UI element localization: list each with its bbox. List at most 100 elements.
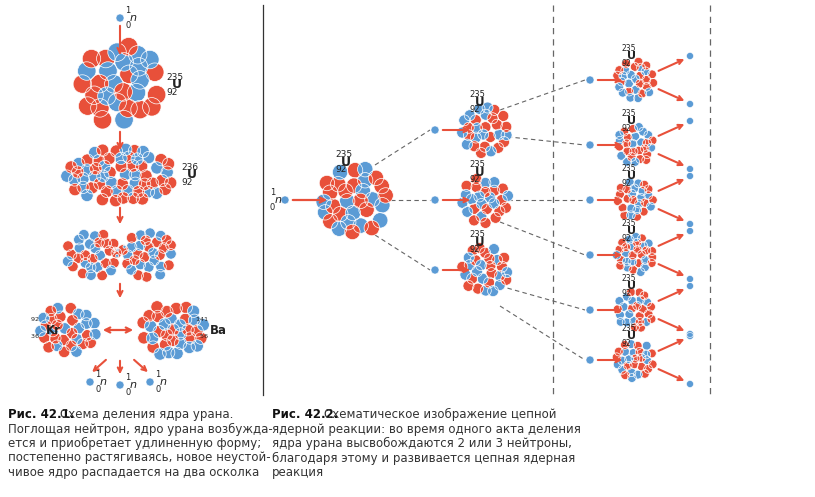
Circle shape: [50, 332, 61, 344]
Text: U: U: [627, 171, 636, 181]
Circle shape: [161, 306, 173, 318]
Circle shape: [628, 257, 637, 266]
Circle shape: [140, 235, 151, 246]
Circle shape: [132, 185, 144, 198]
Circle shape: [623, 147, 632, 156]
Circle shape: [94, 177, 106, 190]
Circle shape: [480, 285, 491, 296]
Circle shape: [617, 77, 626, 86]
Text: 235: 235: [621, 109, 636, 118]
Circle shape: [643, 298, 651, 307]
Circle shape: [112, 250, 116, 253]
Circle shape: [463, 280, 474, 291]
Circle shape: [476, 198, 487, 209]
Circle shape: [632, 212, 641, 221]
Circle shape: [116, 381, 124, 389]
Circle shape: [325, 199, 341, 214]
Circle shape: [641, 198, 650, 207]
Circle shape: [179, 313, 192, 326]
Circle shape: [477, 273, 488, 284]
Text: 92: 92: [335, 165, 346, 174]
Circle shape: [633, 370, 642, 379]
Circle shape: [640, 180, 649, 189]
Circle shape: [81, 189, 93, 202]
Circle shape: [622, 318, 631, 327]
Circle shape: [80, 250, 90, 260]
Circle shape: [146, 63, 164, 82]
Circle shape: [148, 85, 166, 104]
Circle shape: [106, 265, 117, 276]
Circle shape: [457, 261, 468, 272]
Circle shape: [615, 83, 623, 91]
Circle shape: [71, 333, 82, 345]
Circle shape: [187, 305, 200, 318]
Circle shape: [96, 193, 108, 206]
Circle shape: [632, 85, 640, 94]
Circle shape: [90, 75, 108, 93]
Text: 92: 92: [469, 245, 479, 254]
Circle shape: [642, 76, 650, 84]
Text: ядра урана высвобождаются 2 или 3 нейтроны,: ядра урана высвобождаются 2 или 3 нейтро…: [272, 437, 572, 450]
Circle shape: [646, 303, 655, 311]
Circle shape: [372, 213, 388, 228]
Circle shape: [639, 207, 648, 216]
Circle shape: [619, 72, 628, 81]
Circle shape: [636, 79, 645, 88]
Text: Схема деления ядра урана.: Схема деления ядра урана.: [60, 408, 233, 421]
Circle shape: [489, 104, 500, 115]
Circle shape: [108, 43, 126, 62]
Circle shape: [686, 228, 694, 235]
Circle shape: [122, 250, 133, 260]
Circle shape: [167, 334, 179, 346]
Circle shape: [470, 132, 482, 143]
Circle shape: [618, 365, 627, 374]
Circle shape: [638, 89, 646, 98]
Circle shape: [627, 71, 635, 79]
Circle shape: [130, 177, 142, 189]
Circle shape: [616, 183, 625, 192]
Circle shape: [174, 319, 186, 331]
Circle shape: [135, 230, 146, 241]
Circle shape: [108, 257, 119, 268]
Circle shape: [135, 259, 146, 270]
Circle shape: [642, 356, 651, 365]
Circle shape: [493, 142, 504, 154]
Circle shape: [151, 301, 163, 313]
Circle shape: [146, 332, 159, 344]
Circle shape: [617, 152, 626, 160]
Circle shape: [622, 139, 631, 148]
Circle shape: [628, 304, 637, 313]
Circle shape: [467, 273, 478, 284]
Text: U: U: [475, 95, 485, 108]
Circle shape: [461, 180, 472, 191]
Circle shape: [43, 341, 55, 353]
Circle shape: [460, 189, 471, 200]
Circle shape: [480, 122, 491, 133]
Circle shape: [81, 310, 92, 321]
Circle shape: [615, 347, 623, 356]
Text: 0: 0: [155, 385, 161, 394]
Circle shape: [618, 238, 627, 247]
Circle shape: [137, 146, 149, 158]
Text: 0: 0: [125, 388, 130, 397]
Circle shape: [89, 318, 100, 329]
Circle shape: [120, 37, 138, 56]
Circle shape: [364, 220, 380, 236]
Text: ядерной реакции: во время одного акта деления: ядерной реакции: во время одного акта де…: [272, 422, 581, 435]
Text: U: U: [627, 116, 636, 126]
Circle shape: [109, 194, 121, 207]
Circle shape: [156, 174, 168, 186]
Circle shape: [636, 318, 645, 327]
Circle shape: [482, 203, 492, 215]
Text: 235: 235: [621, 274, 636, 283]
Circle shape: [464, 130, 474, 141]
Circle shape: [92, 262, 103, 272]
Circle shape: [115, 160, 127, 172]
Circle shape: [641, 67, 650, 76]
Circle shape: [630, 184, 639, 193]
Circle shape: [644, 191, 653, 200]
Circle shape: [631, 354, 640, 363]
Circle shape: [635, 123, 643, 131]
Circle shape: [431, 266, 439, 274]
Circle shape: [500, 121, 512, 132]
